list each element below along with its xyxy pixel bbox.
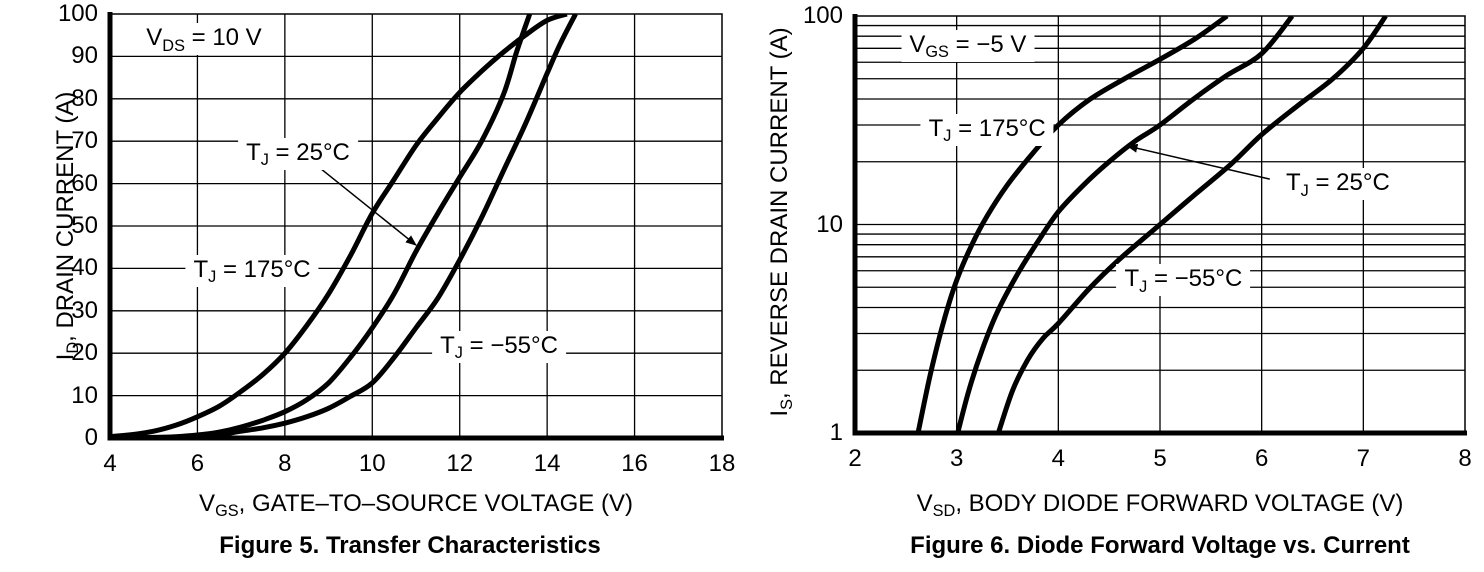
plot-area-figure-6 [852,14,1467,436]
y-tick-label: 40 [71,254,98,282]
condition-label: VDS = 10 V [138,23,270,56]
y-tick-label: 60 [71,169,98,197]
x-tick-label: 2 [848,445,862,472]
figure6-x-axis-title: VSD, BODY DIODE FORWARD VOLTAGE (V) [916,490,1404,521]
callout-arrow [319,167,417,246]
y-tick-label: 0 [84,424,98,451]
y-tick-label: 30 [71,296,98,324]
x-tick-label: 8 [1458,445,1472,472]
x-tick-label: 3 [949,445,964,472]
curve-tj-175-c [915,16,1229,433]
curve-label-tj-25-c: TJ = 25°C [238,137,358,170]
y-tick-label: 1 [829,419,843,446]
y-tick-label: 50 [71,212,98,239]
callout-arrow [1126,143,1270,180]
y-tick-label: 100 [802,2,843,29]
x-tick-label: 4 [103,450,117,477]
curve-tj-55-c [996,16,1388,433]
y-tick-label: 80 [71,84,98,112]
condition-label: VGS = −5 V [901,29,1035,62]
y-tick-label: 90 [71,42,98,70]
plot-area-figure-5 [107,12,724,441]
curve-label-tj-55-c: TJ = −55°C [1116,264,1251,297]
curve-tj-25-c [955,16,1295,433]
x-tick-label: 8 [278,450,292,477]
figure6-caption: Figure 6. Diode Forward Voltage vs. Curr… [910,532,1410,559]
y-tick-label: 70 [71,127,98,155]
x-tick-label: 18 [708,450,736,477]
curve-tj-175-c [110,14,568,438]
figure5-caption: Figure 5. Transfer Characteristics [219,532,601,559]
x-tick-label: 5 [1153,445,1167,472]
curve-label-tj-175-c: TJ = 175°C [185,254,319,287]
x-tick-label: 16 [621,450,648,477]
x-tick-label: 6 [190,450,205,477]
curve-label-tj-55-c: TJ = −55°C [432,330,566,363]
x-tick-label: 7 [1356,445,1370,472]
x-tick-label: 14 [533,450,561,477]
x-tick-label: 12 [446,450,474,477]
curve-label-tj-25-c: TJ = 25°C [1278,168,1398,201]
curve-tj-55-c [110,14,578,438]
curve-label-tj-175-c: TJ = 175°C [920,113,1054,146]
x-tick-label: 4 [1051,445,1065,472]
figure5-x-axis-title: VGS, GATE–TO–SOURCE VOLTAGE (V) [199,490,633,521]
y-tick-label: 10 [71,381,98,409]
x-tick-label: 10 [358,450,386,477]
x-tick-label: 6 [1254,445,1269,472]
y-tick-label: 10 [816,210,843,238]
y-tick-label: 100 [57,0,98,27]
y-tick-label: 20 [71,339,98,367]
